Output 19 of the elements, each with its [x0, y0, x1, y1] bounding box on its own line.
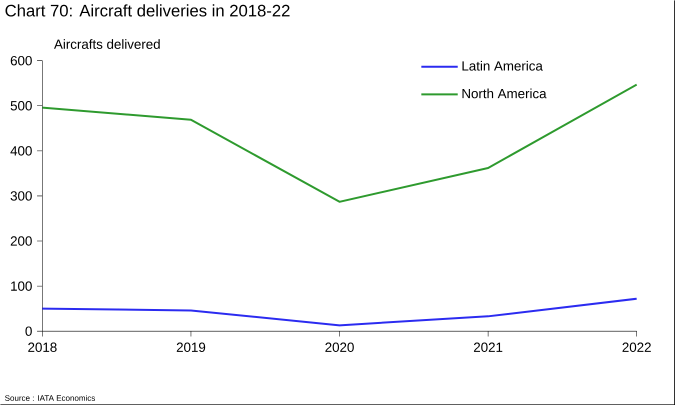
- x-tick-label: 2021: [474, 342, 502, 352]
- legend-label: North America: [462, 88, 547, 98]
- y-tick-label: 400: [10, 146, 32, 156]
- y-tick-label: 500: [10, 100, 32, 110]
- legend-label: Latin America: [462, 60, 543, 71]
- line-series: [41, 84, 638, 203]
- line-series: [41, 298, 638, 326]
- y-tick-label: 600: [10, 56, 32, 66]
- x-tick-label: 2022: [622, 342, 651, 352]
- y-axis-title: Aircrafts delivered: [54, 39, 160, 49]
- y-tick-label: 200: [10, 236, 32, 246]
- y-tick-label: 300: [10, 191, 32, 201]
- source-note: Source : IATA Economics: [5, 394, 96, 401]
- x-tick-label: 2018: [28, 342, 57, 352]
- x-tick-label: 2020: [325, 342, 354, 352]
- x-tick-label: 2019: [176, 342, 206, 352]
- y-tick-label: 0: [25, 326, 32, 336]
- chart-title: Chart 70: Aircraft deliveries in 2018-22: [6, 4, 290, 16]
- y-tick-label: 100: [11, 281, 32, 291]
